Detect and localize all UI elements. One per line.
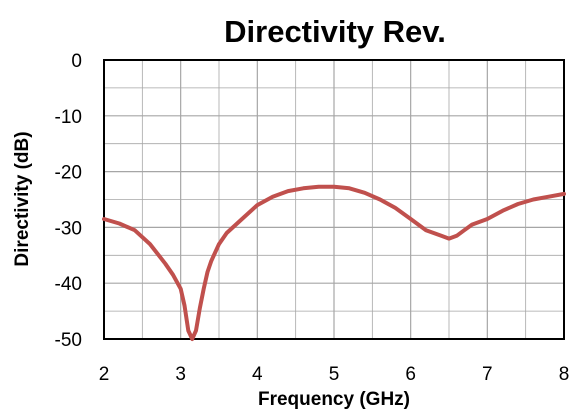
- directivity-series-line: [102, 184, 566, 341]
- y-tick-label: 0: [71, 51, 82, 72]
- x-tick-label: 5: [329, 364, 340, 385]
- x-tick-label: 4: [252, 364, 263, 385]
- y-tick-label: -30: [55, 218, 82, 239]
- y-tick-label: -20: [55, 163, 82, 184]
- x-tick-label: 7: [482, 364, 493, 385]
- plot-area-frame: [103, 59, 565, 340]
- x-axis-title: Frequency (GHz): [258, 389, 410, 410]
- y-axis-ticks: 0 -10 -20 -30 -40 -50: [55, 51, 82, 351]
- y-tick-label: -40: [55, 274, 82, 295]
- x-tick-label: 3: [175, 364, 186, 385]
- x-tick-label: 2: [99, 364, 110, 385]
- y-tick-label: -10: [55, 107, 82, 128]
- x-tick-label: 6: [405, 364, 416, 385]
- x-axis-ticks: 2 3 4 5 6 7 8: [99, 364, 570, 385]
- chart-title: Directivity Rev.: [224, 14, 446, 49]
- y-axis-title: Directivity (dB): [12, 131, 33, 266]
- y-tick-label: -50: [55, 330, 82, 351]
- x-tick-label: 8: [559, 364, 570, 385]
- gridlines: [103, 59, 565, 340]
